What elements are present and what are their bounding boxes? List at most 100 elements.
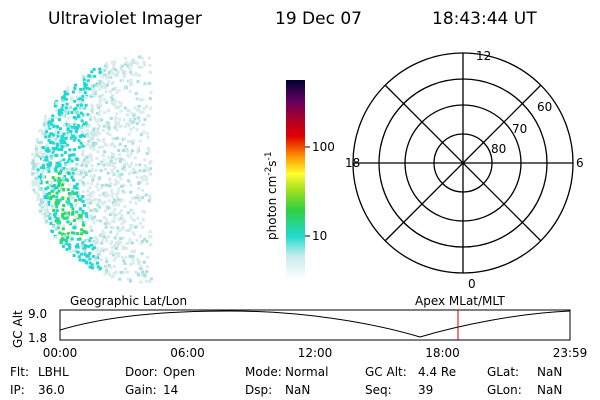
pixel xyxy=(73,148,77,152)
pixel xyxy=(67,201,71,204)
pixel xyxy=(89,225,93,229)
pixel xyxy=(102,163,106,167)
pixel xyxy=(45,219,49,223)
pixel xyxy=(104,64,107,68)
pixel xyxy=(124,62,127,66)
pixel xyxy=(99,258,103,262)
pixel xyxy=(117,203,121,207)
pixel xyxy=(68,148,72,152)
pixel xyxy=(105,270,109,274)
pixel xyxy=(110,219,114,223)
pixel xyxy=(106,83,109,87)
pixel xyxy=(35,140,39,144)
pixel xyxy=(143,63,147,67)
pixel xyxy=(96,84,100,88)
pixel xyxy=(129,215,133,219)
pixel xyxy=(54,202,58,206)
pixel xyxy=(47,138,51,142)
pixel xyxy=(135,238,139,242)
pixel xyxy=(55,195,59,199)
pixel xyxy=(138,110,142,114)
pixel xyxy=(66,220,70,224)
pixel xyxy=(135,61,139,65)
pixel xyxy=(100,247,104,251)
pixel xyxy=(57,142,61,146)
pixel xyxy=(67,232,70,236)
pixel xyxy=(144,178,148,182)
pixel xyxy=(54,219,58,223)
pixel xyxy=(80,119,84,123)
pixel xyxy=(118,211,122,215)
pixel xyxy=(35,138,39,141)
pixel xyxy=(121,245,125,249)
pixel xyxy=(48,216,52,220)
pixel xyxy=(115,232,119,236)
pixel xyxy=(87,169,91,173)
pixel xyxy=(70,192,74,196)
pixel xyxy=(146,135,150,139)
pixel xyxy=(72,231,76,235)
pixel xyxy=(54,131,58,135)
pixel xyxy=(82,78,86,82)
pixel xyxy=(147,150,151,153)
pixel xyxy=(78,173,82,177)
pixel xyxy=(90,83,94,87)
pixel xyxy=(62,204,66,207)
pixel xyxy=(38,203,42,207)
pixel xyxy=(79,141,83,145)
pixel xyxy=(66,128,70,132)
pixel xyxy=(36,168,40,172)
pixel xyxy=(57,172,61,175)
pixel xyxy=(34,177,38,181)
pixel xyxy=(122,184,126,187)
pixel xyxy=(41,157,45,161)
pixel xyxy=(86,113,90,117)
pixel xyxy=(61,208,65,212)
pixel xyxy=(113,60,117,64)
pixel xyxy=(75,157,79,161)
pixel xyxy=(83,113,87,116)
pixel xyxy=(107,108,111,112)
pixel xyxy=(67,211,71,215)
pixel xyxy=(64,92,67,96)
pixel xyxy=(75,136,79,140)
pixel xyxy=(68,233,72,237)
pixel xyxy=(100,184,104,187)
pixel xyxy=(58,163,62,167)
pixel xyxy=(88,265,92,269)
pixel xyxy=(130,149,134,153)
pixel xyxy=(87,239,91,243)
pixel xyxy=(118,142,122,146)
pixel xyxy=(125,122,129,126)
pixel xyxy=(149,70,152,74)
pixel xyxy=(76,245,80,249)
pixel xyxy=(77,145,81,149)
pixel xyxy=(101,239,105,243)
pixel xyxy=(129,67,133,71)
pixel xyxy=(39,198,43,202)
mlt-label: 18 xyxy=(345,156,360,170)
info-label: GC Alt: xyxy=(365,365,407,379)
pixel xyxy=(125,162,129,166)
pixel xyxy=(45,198,49,202)
pixel xyxy=(83,252,87,256)
pixel xyxy=(129,71,133,74)
info-label: Mode: xyxy=(245,365,282,379)
pixel xyxy=(107,126,111,130)
pixel xyxy=(72,90,75,94)
pixel xyxy=(137,181,140,185)
pixel xyxy=(61,196,65,200)
pixel xyxy=(116,244,120,248)
pixel xyxy=(133,106,137,110)
pixel xyxy=(98,193,102,197)
pixel xyxy=(118,173,122,177)
pixel xyxy=(131,170,135,174)
pixel xyxy=(136,216,140,220)
pixel xyxy=(52,209,56,212)
pixel xyxy=(111,67,115,70)
pixel xyxy=(65,178,69,182)
pixel xyxy=(88,257,92,261)
pixel xyxy=(113,161,117,165)
pixel xyxy=(143,164,147,167)
